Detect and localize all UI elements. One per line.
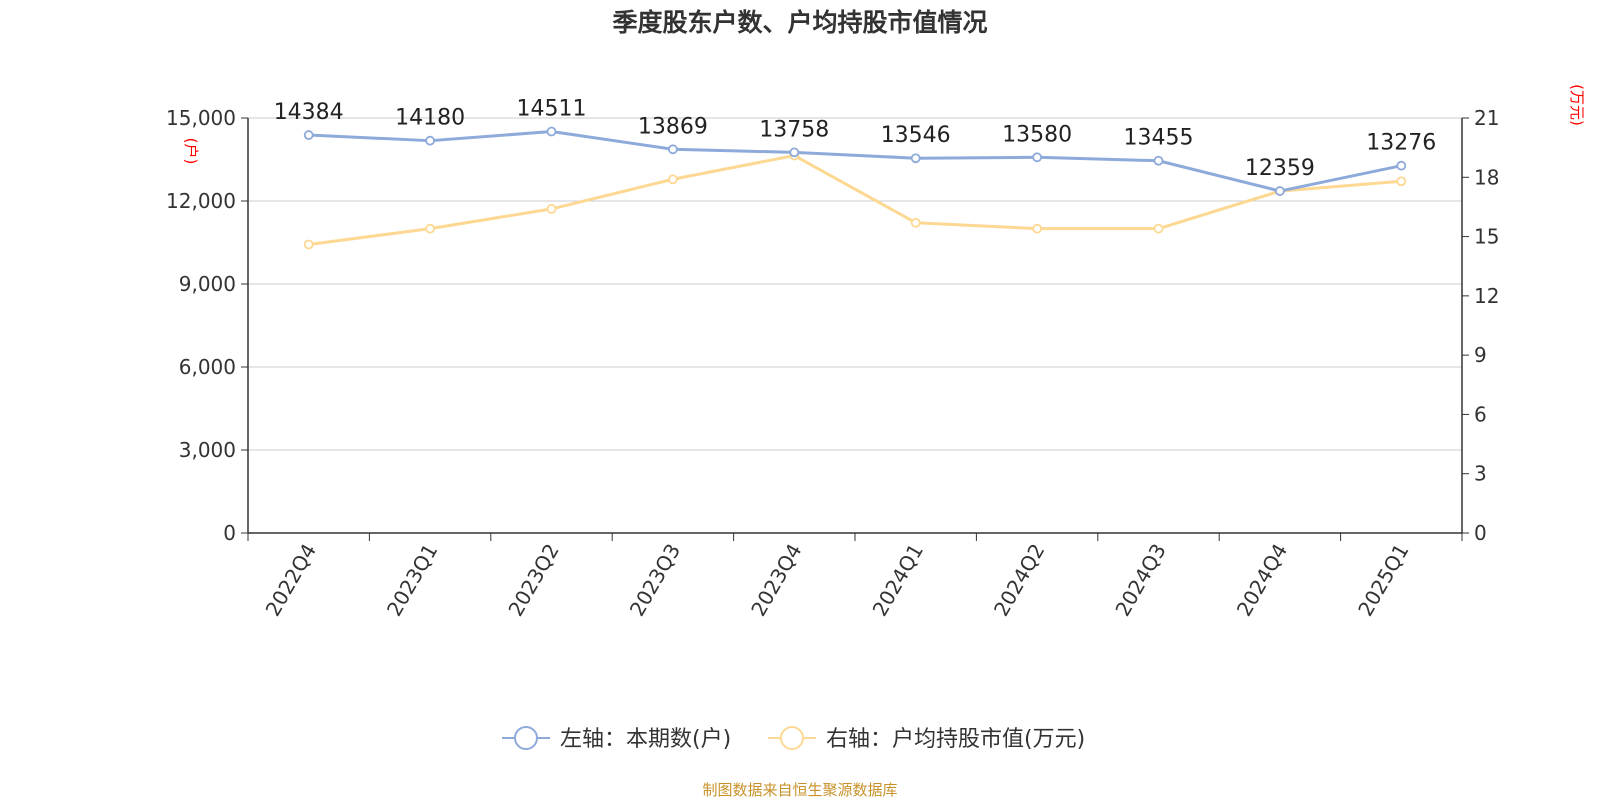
chart-title: 季度股东户数、户均持股市值情况 [612,8,987,37]
shareholder-count-point [1153,155,1164,166]
avg-holding-value-point [1396,176,1407,187]
legend-marker-icon [780,726,804,750]
data-label: 14180 [395,106,465,131]
avg-holding-value-point [1153,223,1164,234]
right-axis-tick-label: 18 [1474,165,1499,189]
left-axis-unit-label: (户) [182,138,200,165]
legend-label: 左轴：本期数(户) [560,727,731,752]
left-axis-tick-label: 0 [223,521,236,545]
legend[interactable]: 左轴：本期数(户) 右轴：户均持股市值(万元) [502,726,1085,752]
shareholder-count-point [546,126,557,137]
right-axis-tick-label: 9 [1474,343,1487,367]
axes: 0 3,000 6,000 9,000 12,000 15,000 0 3 6 9 12 15 18 21… [166,84,1586,620]
x-axis-tick-label: 2023Q1 [382,540,442,621]
avg-holding-value-point [1032,223,1042,234]
left-axis-tick-label: 9,000 [179,272,236,296]
avg-holding-value-line [308,154,1402,246]
data-label: 13869 [638,114,708,139]
legend-item-shareholder-count[interactable]: 左轴：本期数(户) [502,726,731,752]
source-text: 制图数据来自恒生聚源数据库 [702,781,897,799]
right-axis-tick-label: 6 [1474,402,1487,426]
x-axis-tick-label: 2023Q4 [746,540,806,621]
shareholder-count-point [668,144,678,155]
x-axis-tick-label: 2024Q2 [989,540,1049,621]
data-label: 13276 [1366,131,1436,156]
right-axis-tick-label: 15 [1474,225,1499,249]
left-axis-tick-label: 6,000 [179,355,236,379]
grid-lines [248,117,1462,451]
data-label: 13546 [881,123,951,148]
right-axis-unit-label: (万元) [1568,84,1586,126]
avg-holding-value-point [303,239,314,250]
avg-holding-value-point [425,223,436,234]
shareholder-count-line [308,130,1402,193]
avg-holding-value-point [910,217,921,228]
shareholder-count-point [1032,152,1042,163]
x-axis-tick-label: 2023Q2 [503,540,563,621]
data-labels: 14384 14180 14511 13869 13758 13546 13580 13455… [274,97,1437,182]
left-axis-tick-label: 12,000 [166,189,236,213]
legend-marker-icon [514,726,538,750]
right-axis-tick-label: 21 [1474,106,1499,130]
right-axis-tick-label: 12 [1474,284,1499,308]
data-label: 13455 [1124,126,1194,151]
series [303,126,1407,250]
x-axis-tick-label: 2023Q3 [625,540,685,621]
right-axis-tick-label: 3 [1474,462,1487,486]
avg-holding-value-point [546,204,557,214]
right-axis-tick-label: 0 [1474,521,1487,545]
x-axis-tick-label: 2024Q1 [868,540,928,621]
left-axis-tick-label: 15,000 [166,106,236,130]
x-axis-tick-label: 2022Q4 [261,540,321,621]
legend-label: 右轴：户均持股市值(万元) [826,727,1085,752]
avg-holding-value-point [668,174,678,185]
data-label: 13758 [759,117,829,142]
x-axis-tick-label: 2025Q1 [1353,540,1413,621]
shareholder-count-point [1396,160,1407,171]
data-label: 14384 [274,100,344,125]
data-label: 13580 [1002,122,1072,147]
x-axis-tick-label: 2024Q3 [1110,540,1170,621]
shareholder-count-point [789,147,800,158]
x-axis-tick-label: 2024Q4 [1232,540,1292,621]
left-axis-tick-label: 3,000 [179,438,236,462]
data-label: 14511 [517,97,587,122]
shareholder-count-point [910,153,921,164]
shareholder-count-point [425,135,436,146]
legend-item-avg-holding-value[interactable]: 右轴：户均持股市值(万元) [768,726,1085,752]
shareholder-count-point [303,130,314,140]
data-label: 12359 [1245,156,1315,181]
shareholder-count-point [1275,186,1285,196]
